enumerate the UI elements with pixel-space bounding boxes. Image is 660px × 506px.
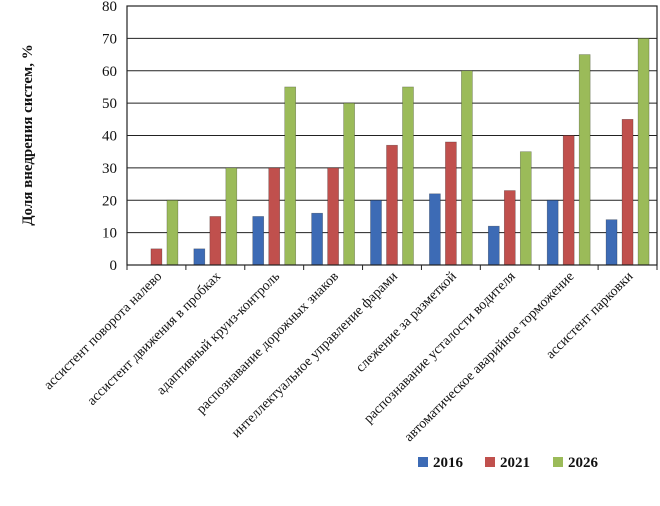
legend-label: 2016 (433, 455, 464, 471)
legend-label: 2026 (568, 455, 599, 471)
bar-2021-1 (209, 216, 222, 266)
y-tick-label: 50 (102, 96, 117, 112)
y-tick-label: 30 (102, 161, 117, 177)
bar-2026-8 (637, 38, 650, 266)
bar-2021-0 (150, 248, 163, 266)
y-tick-label: 0 (110, 258, 118, 274)
bars (150, 38, 650, 266)
category-label: слежение за разметкой (353, 269, 460, 376)
bar-2021-2 (268, 167, 281, 266)
bar-2026-7 (578, 54, 591, 266)
bar-2026-4 (402, 86, 414, 266)
bar-2021-8 (621, 119, 634, 266)
bar-2016-6 (487, 225, 500, 266)
y-tick-label: 70 (102, 31, 117, 47)
bar-2016-8 (605, 219, 618, 266)
legend-swatch-2016 (418, 457, 428, 467)
y-tick-label: 60 (102, 64, 117, 80)
bar-2016-3 (311, 212, 323, 266)
y-tick-label: 40 (102, 129, 117, 145)
plot-frame (126, 5, 658, 266)
bar-2021-6 (503, 190, 516, 266)
bar-2026-6 (519, 151, 532, 266)
y-tick-label: 20 (102, 193, 117, 209)
bar-2016-2 (252, 216, 265, 266)
legend-swatch-2026 (553, 457, 563, 467)
bar-2026-0 (166, 199, 179, 266)
bar-2021-7 (562, 135, 575, 266)
bar-2026-2 (284, 86, 297, 266)
bar-2016-1 (193, 248, 206, 266)
category-label: адаптивный круиз-контроль (154, 269, 283, 398)
legend: 2016 2021 2026 (418, 455, 599, 471)
y-tick-labels: 0 10 20 30 40 50 60 70 80 (102, 0, 117, 274)
y-axis-label: Доля внедрения систем, % (20, 44, 36, 226)
legend-label: 2021 (500, 455, 530, 471)
legend-swatch-2021 (485, 457, 495, 467)
y-tick-label: 80 (102, 0, 117, 15)
bar-2026-3 (343, 102, 355, 266)
axes (126, 5, 658, 270)
bar-2021-4 (386, 144, 398, 266)
category-label: ассистент поворота налево (41, 269, 165, 393)
bar-2016-5 (429, 193, 441, 266)
y-tick-label: 10 (102, 226, 117, 242)
bar-2026-5 (461, 70, 473, 266)
bar-2016-7 (546, 199, 559, 266)
bar-2026-1 (225, 167, 238, 266)
bar-2021-5 (445, 141, 457, 266)
bar-2016-4 (370, 199, 382, 266)
bar-2021-3 (327, 167, 339, 266)
